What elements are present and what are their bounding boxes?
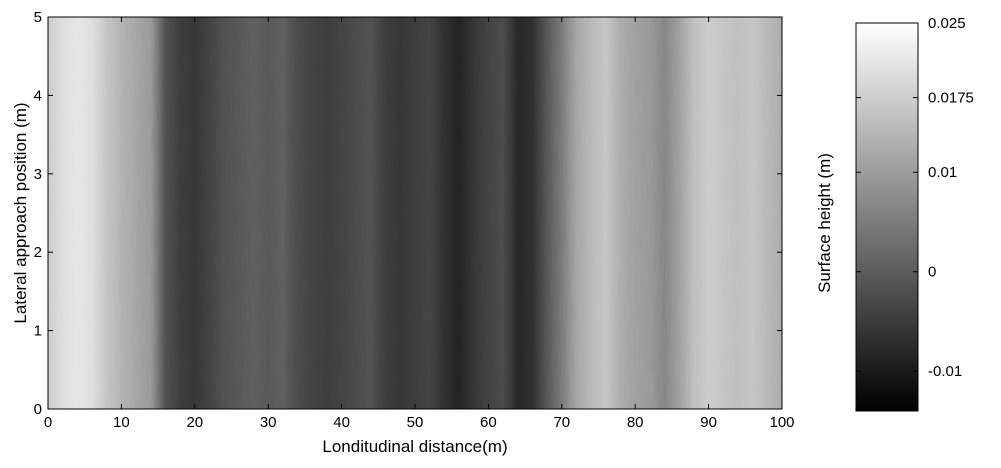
x-tick-label: 40 bbox=[333, 414, 350, 431]
x-tick-label: 60 bbox=[480, 414, 497, 431]
y-tick-label: 0 bbox=[34, 401, 42, 418]
colorbar-tick-label: 0 bbox=[928, 264, 936, 281]
y-tick-label: 4 bbox=[34, 87, 42, 104]
y-tick-label: 2 bbox=[34, 244, 42, 261]
colorbar bbox=[855, 22, 919, 412]
x-tick-label: 100 bbox=[769, 414, 794, 431]
x-tick-label: 20 bbox=[186, 414, 203, 431]
x-tick-label: 70 bbox=[553, 414, 570, 431]
heatmap-texture bbox=[48, 17, 782, 409]
x-tick-label: 90 bbox=[700, 414, 717, 431]
x-axis-ticks: 0 10 20 30 40 50 60 70 80 90 100 bbox=[44, 17, 795, 431]
colorbar-tick-label: 0.0175 bbox=[928, 90, 974, 107]
y-tick-label: 5 bbox=[34, 9, 42, 26]
y-axis-ticks: 0 1 2 3 4 5 bbox=[34, 9, 782, 418]
colorbar-tick-label: 0.025 bbox=[928, 15, 966, 32]
y-axis-title: Lateral approach position (m) bbox=[11, 102, 30, 323]
y-tick-label: 1 bbox=[34, 323, 42, 340]
x-tick-label: 0 bbox=[44, 414, 52, 431]
x-tick-label: 50 bbox=[407, 414, 424, 431]
colorbar-ticks: -0.01 0 0.01 0.0175 0.025 bbox=[856, 15, 974, 380]
x-axis-title: Londitudinal distance(m) bbox=[322, 437, 507, 456]
y-tick-label: 3 bbox=[34, 166, 42, 183]
x-tick-label: 30 bbox=[260, 414, 277, 431]
x-tick-label: 10 bbox=[113, 414, 130, 431]
x-tick-label: 80 bbox=[627, 414, 644, 431]
colorbar-title: Surface height (m) bbox=[815, 153, 834, 293]
colorbar-tick-label: -0.01 bbox=[928, 363, 962, 380]
colorbar-tick-label: 0.01 bbox=[928, 164, 957, 181]
